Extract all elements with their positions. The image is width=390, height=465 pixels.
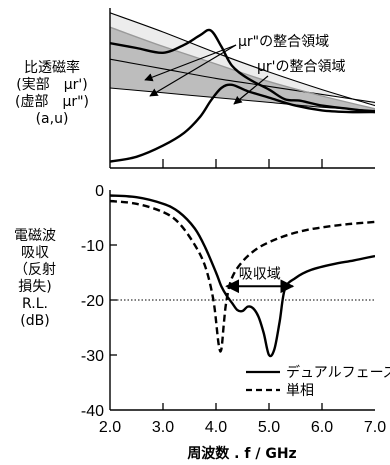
x-tick-label-4.0: 4.0 <box>205 419 227 436</box>
imag-permeability-curve <box>110 83 375 163</box>
permeability-curves <box>110 28 375 163</box>
bottom-y-label-line-3: （反射 <box>14 262 56 278</box>
x-tick-label-2.0: 2.0 <box>99 419 121 436</box>
bottom-y-axis-label: 電磁波 吸収 （反射 損失) R.L. (dB) <box>2 228 68 330</box>
dual-phase-curve <box>110 194 375 358</box>
real-permeability-curve <box>110 28 375 114</box>
top-y-label-line-2: (実部 μr') <box>16 77 88 93</box>
y-tick-label--40: -40 <box>81 403 104 420</box>
x-tick-label-3.0: 3.0 <box>152 419 174 436</box>
top-y-label-line-3: (虚部 μr") <box>14 94 90 110</box>
bottom-x-ticks: 2.0 3.0 4.0 5.0 6.0 7.0 <box>99 403 386 436</box>
reference-curve-4 <box>110 26 375 110</box>
real-region-arrow <box>233 75 269 105</box>
reference-curve-2 <box>110 58 375 103</box>
reflection-loss-curves <box>110 194 375 358</box>
imag-region-arrow-a <box>144 44 237 82</box>
bottom-y-ticks: 0 -10 -20 -30 -40 <box>81 183 117 420</box>
top-y-label-line-1: 比透磁率 <box>24 60 80 76</box>
top-y-label-line-4: (a,u) <box>35 111 69 127</box>
absorption-panel: 2.0 3.0 4.0 5.0 6.0 7.0 0 -10 -20 -30 -40 吸収域 デュア… <box>81 183 390 462</box>
y-tick-label--10: -10 <box>81 238 104 255</box>
bottom-y-label-line-6: (dB) <box>20 313 50 329</box>
top-x-ticks <box>162 159 323 168</box>
legend-label-single-phase: 単相 <box>286 383 314 399</box>
bottom-y-label-line-4: 損失) <box>18 279 52 295</box>
x-tick-label-5.0: 5.0 <box>258 419 280 436</box>
y-tick-label--20: -20 <box>81 293 104 310</box>
y-tick-label--30: -30 <box>81 348 104 365</box>
bottom-y-label-line-2: 吸収 <box>21 245 49 261</box>
y-tick-label-0: 0 <box>95 183 104 200</box>
reference-curve-1 <box>110 12 375 107</box>
legend: デュアルフェーズ 単相 <box>246 364 390 399</box>
imag-region-label: μr"の整合領域 <box>238 33 329 50</box>
top-y-axis-label: 比透磁率 (実部 μr') (虚部 μr") (a,u) <box>2 60 102 128</box>
x-axis-title: 周波数 . f / GHz <box>187 445 296 462</box>
absorption-band-label: 吸収域 <box>239 266 281 282</box>
permeability-panel: μr"の整合領域 μr'の整合領域 <box>109 8 375 169</box>
real-region-label: μr'の整合領域 <box>257 58 346 75</box>
bottom-y-label-line-1: 電磁波 <box>14 228 56 244</box>
imag-region-arrow-b <box>149 44 237 97</box>
x-tick-label-6.0: 6.0 <box>311 419 333 436</box>
legend-label-dual-phase: デュアルフェーズ <box>286 364 390 381</box>
imag-matching-region <box>110 27 375 111</box>
bottom-y-label-line-5: R.L. <box>22 296 48 312</box>
x-tick-label-7.0: 7.0 <box>364 419 386 436</box>
